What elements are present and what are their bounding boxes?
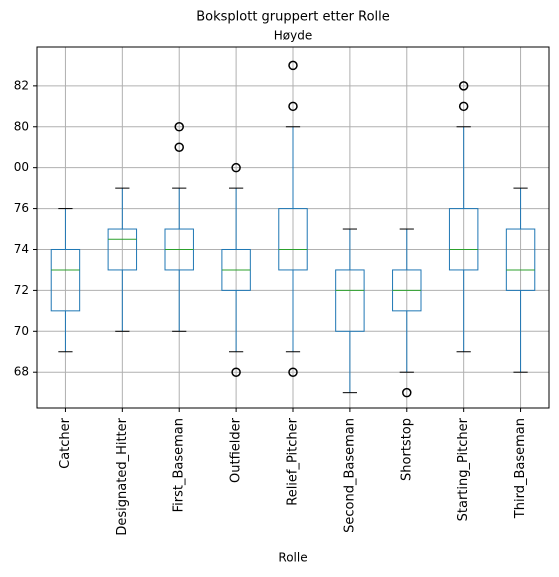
x-tick-label: Catcher	[58, 417, 73, 469]
flier	[458, 81, 469, 91]
box	[50, 248, 81, 312]
flier	[174, 142, 184, 152]
x-tick-label: Second_Baseman	[342, 418, 357, 533]
y-tick-label: 00	[14, 160, 29, 174]
y-tick-label: 80	[14, 119, 29, 133]
y-tick-label: 74	[14, 242, 29, 256]
flier	[402, 387, 412, 398]
x-tick-label: Starting_Pitcher	[456, 417, 471, 521]
x-tick-label: Shortstop	[399, 418, 414, 481]
box	[107, 228, 138, 271]
chart-title: Boksplott gruppert etter Rolle	[196, 10, 390, 25]
flier	[288, 367, 298, 377]
flier	[458, 101, 469, 112]
flier	[288, 60, 298, 71]
y-tick-label: 76	[14, 201, 29, 215]
box	[448, 208, 479, 271]
x-tick-label: Relief_Pitcher	[286, 417, 301, 505]
x-tick-label: Designated_Hitter	[115, 417, 130, 535]
x-tick-label: Third_Baseman	[513, 418, 528, 519]
y-tick-label: 82	[14, 78, 29, 92]
y-tick-label: 72	[14, 283, 29, 297]
x-tick-label: Outfielder	[229, 417, 244, 483]
plot-frame	[36, 46, 550, 409]
flier	[288, 101, 298, 112]
flier	[231, 162, 241, 173]
x-axis-label: Rolle	[278, 551, 307, 565]
box	[278, 208, 308, 271]
box	[505, 228, 536, 291]
flier	[174, 122, 184, 132]
box	[335, 269, 365, 332]
chart-subtitle: Høyde	[274, 29, 312, 43]
x-tick-label: First_Baseman	[172, 418, 187, 512]
flier	[231, 367, 241, 377]
y-tick-label: 68	[14, 365, 29, 379]
y-tick-label: 70	[14, 324, 29, 338]
